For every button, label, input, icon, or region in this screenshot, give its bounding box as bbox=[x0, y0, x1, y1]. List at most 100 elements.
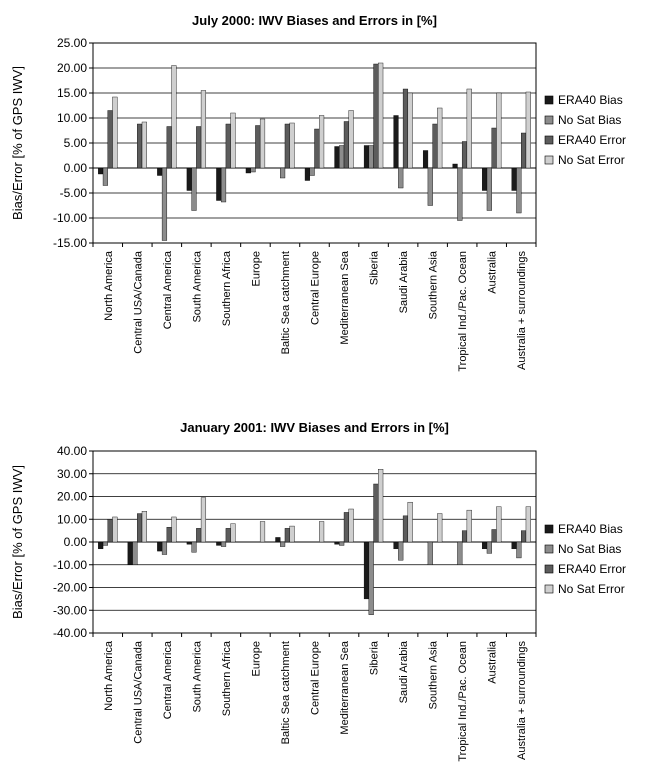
bar bbox=[461, 530, 468, 543]
x-tick-label: Saudi Arabia bbox=[398, 250, 410, 313]
legend: ERA40 Bias No Sat Bias ERA40 Error No Sat E… bbox=[544, 93, 626, 167]
bar bbox=[525, 506, 531, 543]
chart-title: July 2000: IWV Biases and Errors in [%] bbox=[192, 13, 437, 28]
bar bbox=[319, 115, 325, 169]
bar bbox=[437, 107, 443, 169]
bar bbox=[309, 167, 315, 176]
y-tick-label: -5.00 bbox=[60, 186, 88, 200]
x-tick-label: South America bbox=[191, 250, 203, 322]
bar bbox=[230, 112, 236, 169]
bar bbox=[107, 110, 113, 169]
bar bbox=[521, 530, 527, 543]
x-tick-label: Saudi Arabia bbox=[398, 640, 410, 703]
x-tick-label: Central Europe bbox=[310, 251, 322, 325]
x-tick-label: South America bbox=[191, 640, 203, 712]
bar bbox=[398, 167, 404, 189]
x-tick-label: Baltic Sea catchment bbox=[280, 641, 292, 744]
bar bbox=[171, 516, 177, 543]
bar bbox=[127, 541, 133, 565]
bar bbox=[186, 167, 192, 191]
bar bbox=[491, 127, 497, 169]
bar bbox=[220, 541, 227, 547]
legend-swatch bbox=[544, 115, 554, 125]
bar bbox=[373, 483, 379, 543]
bar bbox=[343, 121, 349, 169]
x-tick-label: Southern Africa bbox=[221, 640, 233, 716]
legend-entry: No Sat Error bbox=[558, 153, 625, 167]
bar bbox=[363, 145, 370, 169]
y-tick-label: -20.00 bbox=[53, 581, 87, 595]
x-tick-label: Southern Asia bbox=[428, 640, 440, 709]
bar bbox=[289, 122, 295, 169]
y-tick-label: -15.00 bbox=[53, 236, 87, 250]
x-tick-label: Central USA/Canada bbox=[132, 250, 144, 354]
bar bbox=[407, 501, 413, 543]
legend-entry: No Sat Bias bbox=[558, 113, 621, 127]
bar bbox=[407, 92, 413, 169]
bar bbox=[457, 167, 463, 221]
x-tick-label: Central America bbox=[162, 640, 174, 719]
y-tick-label: 0.00 bbox=[64, 535, 88, 549]
bar bbox=[491, 529, 497, 543]
bar bbox=[521, 132, 527, 169]
bar bbox=[225, 528, 231, 543]
bar bbox=[112, 96, 118, 169]
x-tick-label: Central America bbox=[162, 250, 174, 329]
x-tick-label: Mediterranean Sea bbox=[339, 250, 351, 344]
legend-swatch bbox=[544, 584, 554, 594]
bar bbox=[137, 513, 143, 543]
bar bbox=[466, 88, 472, 169]
bar bbox=[402, 88, 409, 169]
bar bbox=[486, 541, 492, 554]
bar bbox=[166, 126, 172, 169]
bar bbox=[191, 167, 197, 211]
bar bbox=[259, 118, 266, 169]
chart-1: July 2000: IWV Biases and Errors in [%] 2… bbox=[10, 13, 626, 372]
bar bbox=[496, 92, 502, 169]
bar bbox=[457, 541, 463, 565]
y-tick-label: 20.00 bbox=[57, 61, 87, 75]
bar bbox=[102, 167, 108, 186]
bar bbox=[98, 167, 104, 175]
x-tick-label: Tropical Ind./Pac. Ocean bbox=[457, 641, 469, 762]
bar bbox=[486, 167, 492, 211]
x-tick-label: North America bbox=[103, 640, 115, 711]
bar bbox=[284, 528, 290, 543]
bar bbox=[186, 541, 192, 545]
bar bbox=[334, 146, 340, 169]
bar bbox=[98, 541, 104, 550]
y-tick-label: -10.00 bbox=[53, 211, 87, 225]
x-tick-label: Siberia bbox=[369, 640, 381, 675]
legend-entry: No Sat Error bbox=[558, 582, 625, 596]
bar bbox=[112, 516, 118, 543]
bar bbox=[348, 508, 354, 543]
legend-entry: ERA40 Error bbox=[558, 133, 626, 147]
bar bbox=[166, 527, 172, 543]
bar bbox=[334, 541, 340, 545]
y-tick-label: 0.00 bbox=[64, 161, 88, 175]
y-tick-label: 25.00 bbox=[57, 36, 87, 50]
bar bbox=[496, 506, 502, 543]
bar bbox=[373, 63, 379, 169]
bar bbox=[516, 541, 522, 559]
bar bbox=[343, 512, 349, 543]
legend-entry: ERA40 Bias bbox=[558, 93, 623, 107]
bar bbox=[216, 541, 222, 546]
bar bbox=[393, 115, 399, 169]
chart-2: January 2001: IWV Biases and Errors in [… bbox=[10, 420, 626, 762]
legend-swatch bbox=[544, 135, 554, 145]
bar bbox=[339, 541, 345, 546]
bar bbox=[141, 511, 147, 543]
x-tick-label: Tropical Ind./Pac. Ocean bbox=[457, 251, 469, 372]
x-tick-label: Central USA/Canada bbox=[132, 640, 144, 744]
x-tick-label: Australia bbox=[487, 250, 499, 294]
bar bbox=[141, 121, 147, 169]
x-tick-label: Australia + surroundings bbox=[516, 641, 528, 760]
bar bbox=[157, 541, 163, 552]
bar bbox=[200, 90, 207, 169]
legend-entry: ERA40 Bias bbox=[558, 522, 623, 536]
bar bbox=[339, 145, 345, 169]
bar bbox=[378, 62, 384, 169]
legend-swatch bbox=[544, 95, 554, 105]
